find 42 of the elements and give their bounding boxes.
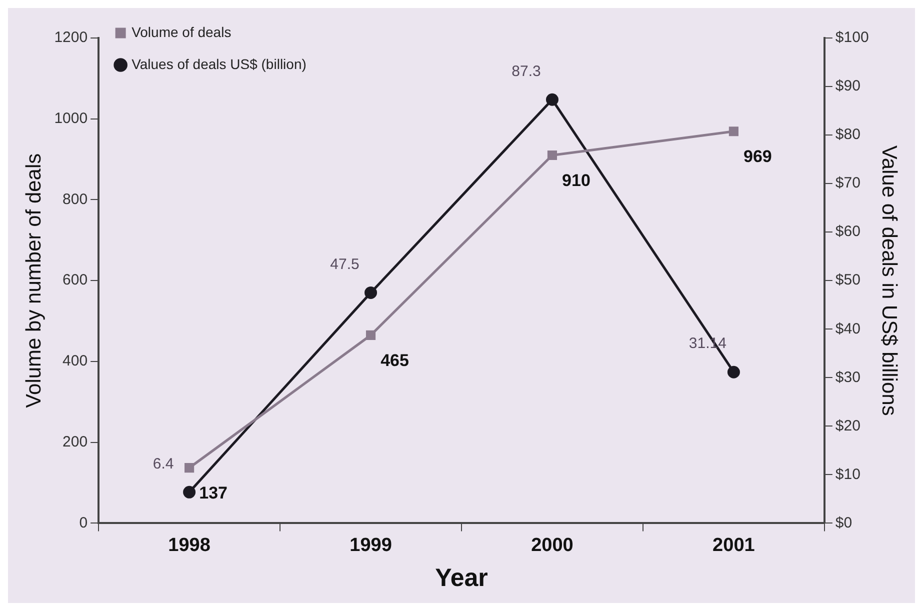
point <box>366 330 376 340</box>
data-label: 910 <box>562 170 590 190</box>
point <box>728 126 738 136</box>
y2-tick-label: $20 <box>835 417 860 434</box>
y2-tick-label: $100 <box>835 29 869 46</box>
x-tick-label: 2000 <box>531 534 574 556</box>
x-tick-label: 2001 <box>712 534 756 556</box>
y-tick-label: 400 <box>62 352 88 370</box>
point <box>727 366 740 378</box>
point <box>364 286 378 299</box>
x-tick-label: 1998 <box>168 534 210 556</box>
y-tick-label: 200 <box>62 433 88 450</box>
data-label: 47.5 <box>330 256 360 273</box>
y2-tick-label: $60 <box>835 223 860 240</box>
y2-tick-label: $30 <box>835 368 860 386</box>
point <box>183 486 196 498</box>
y2-tick-label: $70 <box>835 174 860 192</box>
y-axis-title: Volume by number of deals <box>22 153 46 408</box>
y-tick-label: 1000 <box>54 110 88 128</box>
point <box>184 463 194 473</box>
y2-tick-label: $50 <box>835 272 860 289</box>
x-axis-title: Year <box>435 564 488 592</box>
data-label: 6.4 <box>152 455 174 472</box>
y-tick-label: 600 <box>62 272 88 289</box>
legend-label: Values of deals US$ (billion) <box>132 56 306 72</box>
y-tick-label: 0 <box>79 514 88 532</box>
y2-tick-label: $90 <box>835 78 860 95</box>
y2-tick-label: $0 <box>835 514 852 532</box>
x-tick-label: 1999 <box>350 534 392 556</box>
point <box>547 150 558 160</box>
data-label: 969 <box>744 147 772 166</box>
y-tick-label: 1200 <box>54 29 88 46</box>
y2-tick-label: $10 <box>835 466 860 483</box>
y2-tick-label: $40 <box>835 320 860 338</box>
y2-axis-title: Value of deals in US$ billions <box>878 145 901 416</box>
data-label: 465 <box>380 350 409 370</box>
y-tick-label: 800 <box>62 190 88 208</box>
data-label: 137 <box>199 483 228 502</box>
data-label: 87.3 <box>512 62 541 80</box>
legend-label: Volume of deals <box>132 24 232 40</box>
point <box>546 93 558 106</box>
y2-tick-label: $80 <box>835 126 860 144</box>
